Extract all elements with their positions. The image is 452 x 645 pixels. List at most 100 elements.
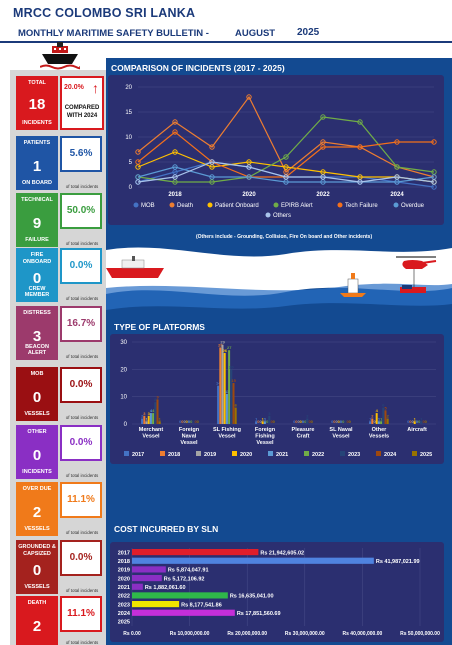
data-point <box>283 154 289 160</box>
bar-value-label: 27 <box>227 345 232 350</box>
bulletin-month: AUGUST <box>235 28 276 39</box>
stat-of-total: of total incidents <box>65 354 99 359</box>
bar-value-label: 0 <box>197 419 200 424</box>
x-tick-label: 2024 <box>390 192 404 198</box>
data-point <box>172 174 178 180</box>
legend-marker <box>265 212 271 218</box>
series-line <box>137 151 435 183</box>
data-point <box>283 164 289 170</box>
bar-value-label: 0 <box>340 419 343 424</box>
stat-card: MOB 0 VESSELS <box>16 367 58 421</box>
bar-value-label: 0 <box>190 419 193 424</box>
bar <box>413 421 416 424</box>
bar-value-label: 0 <box>181 419 184 424</box>
bulletin-title: MRCC COLOMBO SRI LANKA <box>13 6 196 20</box>
incidents-line-chart: 0 5 10 15 20 2018 2020 2022 2024 MOB Death Patient … <box>125 85 437 219</box>
x-tick-label: Rs 0.00 <box>123 631 141 637</box>
legend-marker <box>304 451 309 456</box>
stat-of-total: of total incidents <box>65 184 99 189</box>
data-point <box>209 164 215 170</box>
bar-value-label: 0 <box>188 419 191 424</box>
bar-value-label: 0 <box>342 419 345 424</box>
card-label: DEATH <box>27 600 47 606</box>
y-tick-label: 10 <box>125 135 132 141</box>
bar-value-label: 5 <box>384 405 387 410</box>
legend-label: 2024 <box>384 452 397 458</box>
data-point <box>172 129 178 135</box>
bar-value-label: 15 <box>231 378 236 383</box>
y-tick-label: 2020 <box>118 576 130 582</box>
y-tick-label: 20 <box>125 85 132 91</box>
bar <box>221 344 224 424</box>
data-point <box>246 164 252 170</box>
y-tick-label: 2021 <box>118 585 130 591</box>
bar-value-label: 2 <box>371 414 374 419</box>
bar <box>255 421 258 424</box>
legend-marker <box>169 202 175 208</box>
card-value: 18 <box>28 96 46 113</box>
bar <box>386 418 389 424</box>
bar-value-label: 6 <box>235 403 238 408</box>
bar <box>132 566 166 573</box>
data-point <box>283 179 289 185</box>
bar-value-label: Rs 17,851,560.69 <box>237 611 281 617</box>
legend-label: 2023 <box>348 452 360 458</box>
data-point <box>172 149 178 155</box>
card-value: 1 <box>32 158 42 175</box>
legend-label: Death <box>177 203 193 209</box>
category-label: Vessels <box>369 434 389 440</box>
category-label: Craft <box>297 434 310 440</box>
bar-value-label: 20 <box>229 364 234 369</box>
legend-marker <box>376 451 381 456</box>
card-value: 2 <box>32 618 42 635</box>
bar <box>219 347 222 424</box>
header-divider <box>0 41 452 43</box>
bar-value-label: 0 <box>346 419 349 424</box>
bar <box>384 410 387 424</box>
data-point <box>394 174 400 180</box>
y-tick-label: 2025 <box>118 620 130 626</box>
data-point <box>431 174 437 180</box>
bar-value-label: 0 <box>308 419 311 424</box>
data-point <box>357 119 363 125</box>
bar <box>132 549 259 556</box>
category-label: Foreign <box>179 427 200 433</box>
card-sub: VESSELS <box>24 584 50 590</box>
x-tick-label: Rs 10,000,000.00 <box>170 631 210 637</box>
bar-value-label: 3 <box>143 411 146 416</box>
category-label: Pleasure <box>292 427 315 433</box>
bar-value-label: 28 <box>218 342 223 347</box>
category-label: Vessel <box>180 440 198 446</box>
card-label: TOTAL <box>28 80 46 86</box>
bar-value-label: 0 <box>335 419 338 424</box>
bar-value-label: 29 <box>220 340 225 345</box>
stat-of-total: of total incidents <box>65 640 99 645</box>
comparison-title: COMPARISON OF INCIDENTS (2017 - 2025) <box>111 63 285 73</box>
bar-value-label: 1 <box>159 416 162 421</box>
cost-title: COST INCURRED BY SLN <box>114 524 219 534</box>
data-point <box>320 144 326 150</box>
bar <box>132 592 228 599</box>
bar-value-label: 1 <box>420 416 423 421</box>
legend-label: MOB <box>141 203 155 209</box>
bar <box>232 383 235 424</box>
bar <box>132 575 162 582</box>
data-point <box>246 159 252 165</box>
series-line <box>137 95 435 178</box>
bar-value-label: 0 <box>259 419 262 424</box>
bar <box>375 413 378 424</box>
bar-value-label: 0 <box>304 419 307 424</box>
bar-value-label: Rs 41,987,021.99 <box>376 559 420 565</box>
others-footnote: (Others include - Grounding, Collision, … <box>196 234 373 240</box>
up-arrow-icon: ↑ <box>92 80 99 96</box>
bar-value-label: 0 <box>273 419 276 424</box>
data-point <box>320 169 326 175</box>
category-label: Aircraft <box>407 427 427 433</box>
series-line <box>137 161 435 183</box>
y-tick-label: 0 <box>129 185 133 191</box>
data-point <box>394 164 400 170</box>
legend-marker <box>207 202 213 208</box>
card-sub: FAILURE <box>25 237 49 243</box>
y-tick-label: 30 <box>120 340 127 346</box>
